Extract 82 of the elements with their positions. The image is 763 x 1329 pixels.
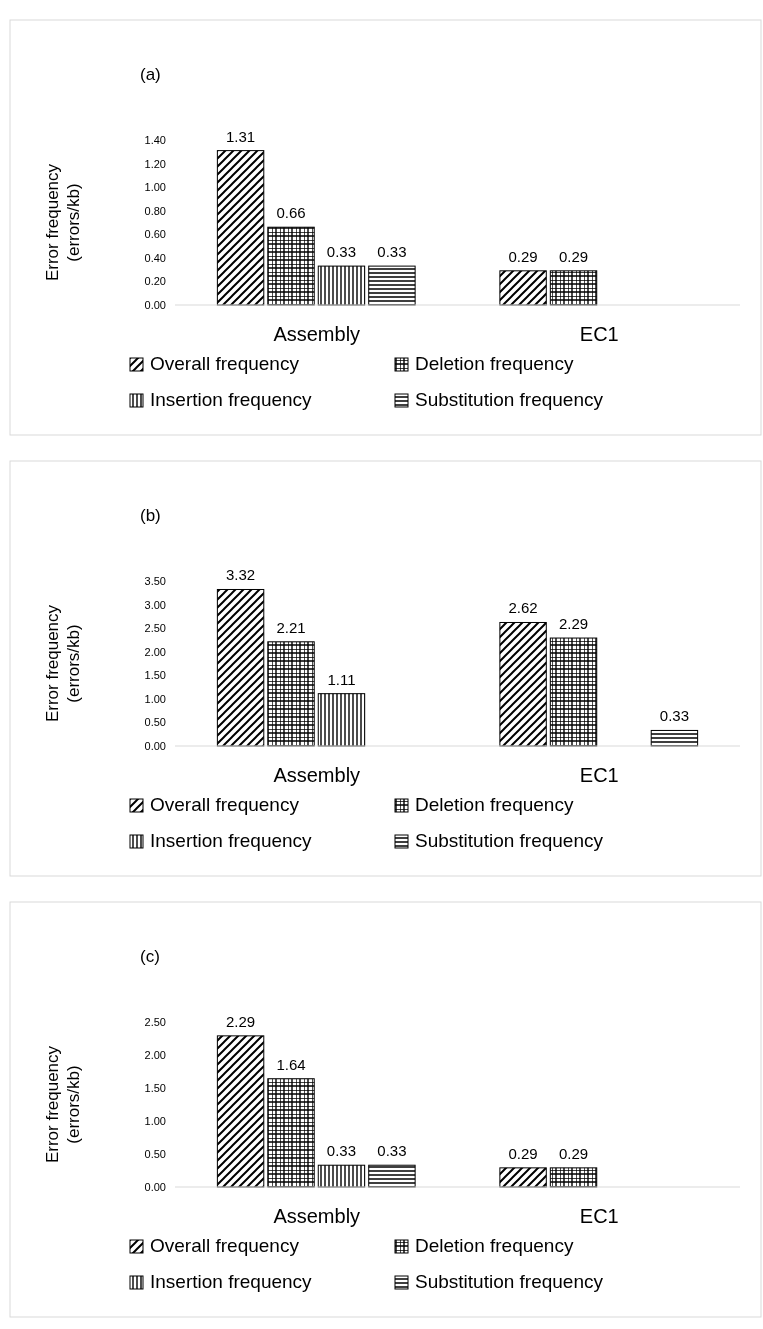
bar <box>267 226 315 306</box>
y-tick-label: 2.50 <box>144 622 166 635</box>
bar <box>216 1035 265 1188</box>
y-tick-label: 0.60 <box>144 228 166 241</box>
data-label: 0.33 <box>326 1142 357 1160</box>
y-tick-label: 1.00 <box>144 181 166 194</box>
legend-label: Substitution frequency <box>415 389 604 410</box>
data-label: 0.29 <box>508 1144 538 1162</box>
y-tick-label: 2.50 <box>144 1016 166 1029</box>
y-axis-title: Error frequency (errors/kb) <box>43 1045 83 1164</box>
data-label: 0.33 <box>659 707 690 725</box>
bar <box>216 150 265 306</box>
y-tick-label: 3.50 <box>144 575 166 588</box>
data-label: 1.64 <box>276 1055 306 1073</box>
y-tick-label: 1.40 <box>144 134 166 147</box>
chart-title: (a) <box>140 65 161 84</box>
x-tick-label: EC1 <box>579 323 619 346</box>
legend-label: Insertion frequency <box>150 389 313 410</box>
bar <box>317 693 366 747</box>
bar <box>650 729 699 747</box>
data-label: 0.33 <box>377 1142 407 1160</box>
data-label: 2.29 <box>558 615 589 633</box>
y-axis-title: Error frequency (errors/kb) <box>43 604 83 723</box>
x-tick-label: Assembly <box>273 323 361 346</box>
legend-label: Overall frequency <box>150 353 300 374</box>
data-label: 1.11 <box>327 670 356 688</box>
data-label: 0.29 <box>558 1144 589 1162</box>
data-label: 2.29 <box>225 1012 256 1030</box>
x-tick-label: EC1 <box>579 1205 619 1228</box>
y-tick-label: 0.00 <box>144 740 166 753</box>
chart-title: (c) <box>140 947 160 966</box>
bar <box>368 265 416 306</box>
y-tick-label: 0.50 <box>144 716 166 729</box>
bar <box>549 270 598 306</box>
y-tick-label: 0.40 <box>144 251 166 264</box>
data-label: 0.29 <box>508 247 538 265</box>
y-tick-label: 1.00 <box>144 1115 166 1128</box>
bar <box>549 637 598 747</box>
bar <box>499 270 547 306</box>
y-tick-label: 1.50 <box>144 669 166 682</box>
y-tick-label: 1.50 <box>144 1082 166 1095</box>
data-label: 2.21 <box>276 618 306 636</box>
bar <box>267 641 315 747</box>
y-axis-title: Error frequency (errors/kb) <box>43 163 83 282</box>
legend-label: Insertion frequency <box>150 830 313 851</box>
y-tick-label: 0.80 <box>144 204 166 217</box>
bar <box>549 1167 598 1188</box>
legend-label: Substitution frequency <box>415 830 604 851</box>
bar <box>499 1167 547 1188</box>
bar <box>317 265 366 306</box>
legend-label: Deletion frequency <box>415 353 574 374</box>
legend-label: Overall frequency <box>150 1235 300 1256</box>
x-tick-label: Assembly <box>273 1205 361 1228</box>
y-tick-label: 0.00 <box>144 1181 166 1194</box>
y-tick-label: 3.00 <box>144 598 166 611</box>
data-label: 1.31 <box>225 127 256 145</box>
x-tick-label: EC1 <box>579 764 619 787</box>
legend-label: Deletion frequency <box>415 1235 574 1256</box>
data-label: 0.33 <box>377 243 407 261</box>
data-label: 0.29 <box>558 247 589 265</box>
y-tick-label: 1.20 <box>144 157 166 170</box>
x-tick-label: Assembly <box>273 764 361 787</box>
data-label: 0.66 <box>276 204 306 222</box>
data-label: 0.33 <box>326 243 357 261</box>
y-tick-label: 1.00 <box>144 692 166 705</box>
legend-label: Substitution frequency <box>415 1271 604 1292</box>
chart-title: (b) <box>140 506 161 525</box>
y-tick-label: 2.00 <box>144 645 166 658</box>
legend-label: Deletion frequency <box>415 794 574 815</box>
bar <box>499 621 547 747</box>
data-label: 3.32 <box>225 566 256 584</box>
bar <box>267 1078 315 1188</box>
y-tick-label: 0.50 <box>144 1148 166 1161</box>
y-tick-label: 2.00 <box>144 1049 166 1062</box>
bar <box>216 588 265 747</box>
bar <box>368 1164 416 1188</box>
bar <box>317 1164 366 1188</box>
legend-label: Overall frequency <box>150 794 300 815</box>
y-tick-label: 0.20 <box>144 275 166 288</box>
legend-label: Insertion frequency <box>150 1271 313 1292</box>
data-label: 2.62 <box>508 599 538 617</box>
y-tick-label: 0.00 <box>144 299 166 312</box>
